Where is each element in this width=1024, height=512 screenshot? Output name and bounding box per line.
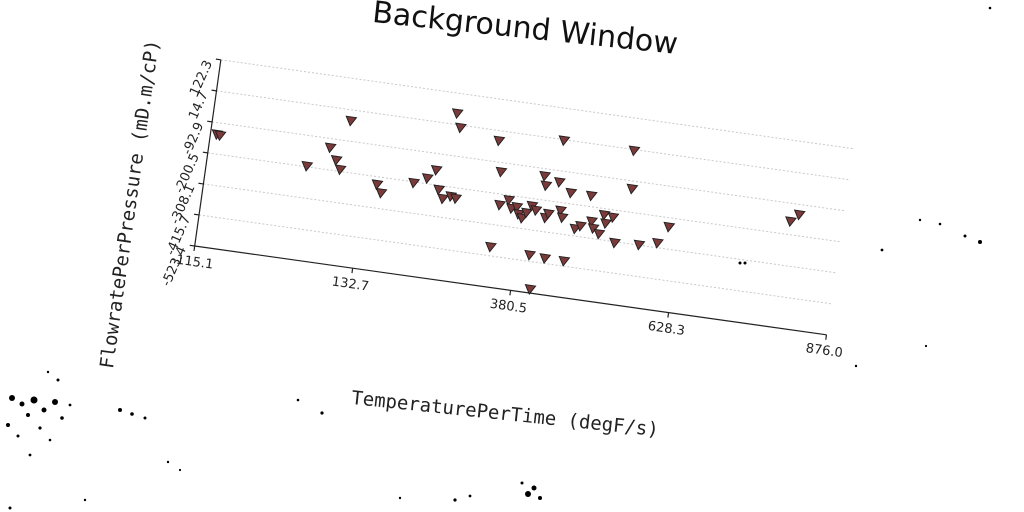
- data-point: [408, 177, 421, 189]
- data-point: [433, 184, 446, 196]
- data-point: [455, 122, 467, 134]
- data-point: [652, 237, 664, 249]
- data-point: [493, 135, 506, 147]
- data-point: [633, 239, 646, 251]
- data-point: [539, 253, 552, 265]
- data-point: [421, 173, 434, 185]
- data-point: [558, 135, 571, 147]
- data-point: [485, 241, 497, 253]
- data-point: [553, 177, 566, 188]
- data-point: [540, 180, 553, 192]
- x-tick-labels: -115.1 132.7 380.5 628.3 876.0: [171, 252, 844, 361]
- y-tick-label: -92.9: [180, 120, 207, 157]
- data-point: [785, 216, 797, 228]
- data-point: [593, 228, 606, 240]
- data-point: [558, 255, 571, 267]
- y-tick-mark: [198, 182, 204, 185]
- y-gridline: [207, 152, 840, 243]
- data-point: [530, 205, 543, 217]
- y-axis-label: FlowratePerPressure (mD.m/cP): [96, 38, 164, 370]
- data-point: [451, 108, 464, 120]
- data-point: [521, 207, 533, 219]
- data-point: [494, 199, 507, 211]
- y-tick-mark: [202, 151, 208, 154]
- data-point: [324, 142, 337, 154]
- data-point: [450, 193, 463, 205]
- data-point: [511, 201, 524, 213]
- y-gridline: [220, 59, 853, 150]
- x-axis-line: [194, 245, 827, 336]
- y-tick-label: -200.5: [172, 151, 203, 195]
- x-tick-mark: [509, 290, 512, 296]
- y-gridline: [203, 183, 836, 274]
- x-tick-label: 628.3: [647, 319, 686, 339]
- data-point: [330, 155, 343, 166]
- data-point: [371, 179, 384, 191]
- data-point: [524, 249, 537, 261]
- data-point: [565, 187, 578, 199]
- data-point: [503, 194, 516, 206]
- scan-noise: [6, 6, 992, 510]
- gridlines: [198, 59, 853, 305]
- x-tick-label: 132.7: [331, 275, 370, 295]
- data-point: [334, 164, 347, 176]
- data-point: [375, 187, 388, 199]
- x-tick-mark: [825, 334, 828, 340]
- data-point: [585, 190, 598, 202]
- data-point: [301, 160, 314, 172]
- data-point: [555, 205, 568, 217]
- data-point: [607, 212, 620, 224]
- x-tick-mark: [193, 245, 196, 252]
- x-tick-mark: [351, 268, 354, 274]
- x-axis-label: TemperaturePerTime (degF/s): [350, 387, 659, 441]
- data-point: [214, 130, 227, 142]
- y-tick-mark: [207, 120, 213, 123]
- data-point: [575, 220, 587, 232]
- x-tick-mark: [667, 312, 670, 318]
- chart-title: Background Window: [371, 0, 680, 62]
- data-points: [211, 108, 806, 295]
- data-point: [430, 165, 443, 176]
- data-point: [663, 221, 676, 233]
- data-point: [793, 209, 806, 221]
- data-point: [626, 183, 639, 195]
- y-tick-mark: [189, 244, 195, 247]
- data-point: [524, 284, 537, 295]
- x-tick-label: 380.5: [489, 297, 528, 317]
- data-point: [600, 218, 613, 230]
- y-tick-mark: [194, 213, 200, 216]
- data-point: [543, 208, 555, 220]
- data-point: [437, 193, 450, 205]
- data-point: [628, 145, 641, 157]
- axes: [189, 58, 828, 340]
- y-axis-line: [194, 59, 222, 247]
- y-tick-mark: [215, 58, 221, 61]
- y-gridline: [216, 90, 849, 181]
- data-point: [495, 166, 508, 178]
- data-point: [586, 216, 599, 228]
- y-tick-label: 122.3: [187, 58, 216, 98]
- data-point: [556, 212, 569, 224]
- x-tick-label: 876.0: [805, 341, 844, 361]
- x-tick-label: -115.1: [171, 252, 215, 273]
- data-point: [539, 170, 552, 182]
- data-point: [609, 237, 622, 249]
- data-point: [598, 209, 611, 221]
- y-tick-mark: [211, 89, 217, 92]
- data-point: [345, 115, 358, 127]
